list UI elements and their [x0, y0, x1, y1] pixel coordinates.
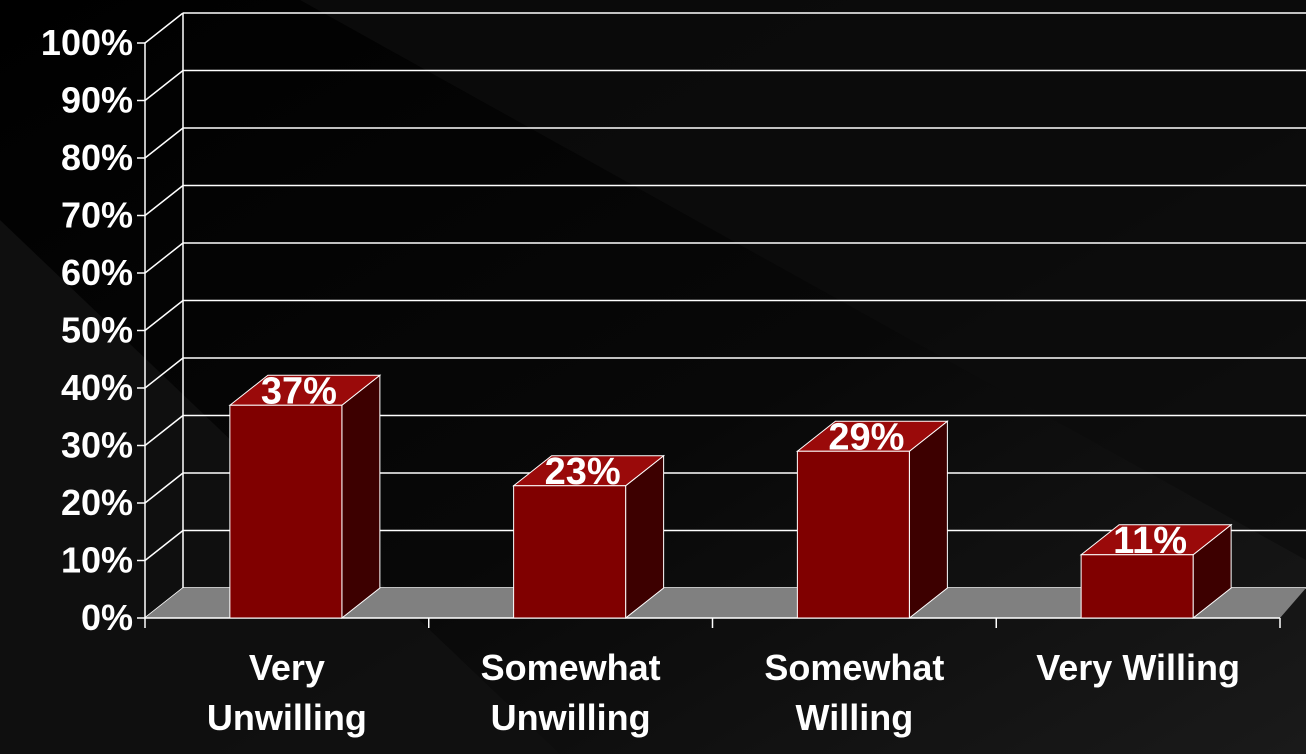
data-label: 23%	[545, 451, 621, 493]
labels: 37% Very Unwilling 23% Somewhat Unwilling 29% S…	[207, 370, 1240, 738]
gridline-depth	[144, 184, 184, 217]
y-tick-label: 100%	[41, 22, 133, 63]
bar	[228, 374, 382, 620]
gridline-depth	[144, 414, 184, 447]
bars	[228, 374, 1233, 620]
category-label: Unwilling	[491, 697, 651, 738]
gridline-depth	[144, 299, 184, 332]
y-tick-label: 70%	[61, 195, 133, 236]
gridline-depth	[144, 127, 184, 159]
data-label: 37%	[261, 370, 337, 412]
bar	[795, 420, 949, 620]
gridlines	[144, 12, 1306, 619]
gridline-depth	[144, 529, 184, 562]
y-tick-label: 20%	[61, 482, 133, 523]
bar-front	[229, 404, 343, 619]
gridline-depth	[144, 357, 184, 389]
bar-front	[1080, 554, 1194, 619]
gridline-depth	[144, 472, 184, 504]
bar-side	[908, 420, 948, 620]
gridline-depth	[144, 12, 184, 44]
gridline-depth	[144, 242, 184, 274]
bar	[512, 454, 666, 620]
y-tick-label: 50%	[61, 310, 133, 351]
y-tick-label: 0%	[81, 597, 133, 638]
bar	[1079, 523, 1233, 620]
y-tick-label: 60%	[61, 252, 133, 293]
chart-floor	[145, 588, 1306, 618]
axes: 0% 10% 20% 30% 40% 50% 60% 70% 80% 90% 100%	[41, 22, 1281, 638]
data-label: 11%	[1113, 520, 1187, 562]
category-label: Somewhat	[481, 647, 661, 688]
y-tick-label: 40%	[61, 367, 133, 408]
data-label: 29%	[828, 416, 904, 458]
category-label: Willing	[796, 697, 914, 738]
y-tick-label: 80%	[61, 137, 133, 178]
category-label: Somewhat	[764, 647, 944, 688]
bar-front	[513, 485, 627, 619]
y-tick-label: 10%	[61, 540, 133, 581]
gridline-depth	[144, 69, 184, 102]
bar-front	[796, 450, 910, 619]
floor-plane	[145, 588, 1306, 618]
bar-side	[341, 374, 381, 620]
category-label: Very	[249, 647, 325, 688]
category-label: Very Willing	[1036, 647, 1240, 688]
y-tick-label: 90%	[61, 80, 133, 121]
y-tick-label: 30%	[61, 425, 133, 466]
category-label: Unwilling	[207, 697, 367, 738]
